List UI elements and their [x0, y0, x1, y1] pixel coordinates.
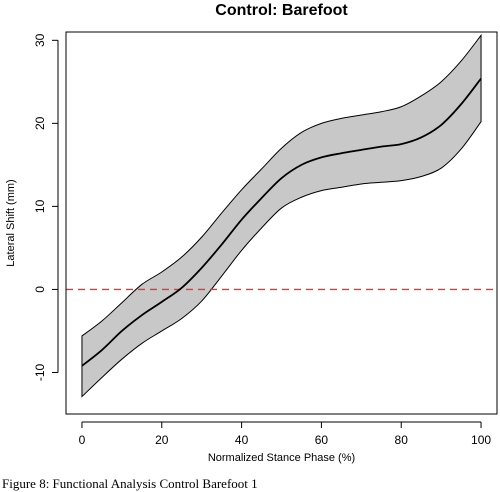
y-tick-label: -10	[33, 363, 47, 381]
y-tick-label: 30	[33, 33, 47, 47]
chart-title: Control: Barefoot	[215, 2, 348, 19]
x-tick-label: 80	[395, 433, 409, 447]
y-tick-label: 10	[33, 199, 47, 213]
confidence-band-layer	[81, 33, 482, 398]
mean-line	[81, 77, 482, 367]
x-axis: 0 20 40 60 80 100	[79, 421, 491, 447]
y-axis: -10 0 10 20 30	[33, 33, 59, 381]
confidence-band	[81, 33, 482, 398]
x-tick-label: 60	[315, 433, 329, 447]
x-axis-label: Normalized Stance Phase (%)	[208, 452, 355, 464]
y-tick-label: 0	[33, 286, 47, 293]
y-tick-label: 20	[33, 116, 47, 130]
figure-caption: Figure 8: Functional Analysis Control Ba…	[2, 476, 258, 491]
x-tick-label: 40	[235, 433, 249, 447]
x-tick-label: 100	[471, 433, 491, 447]
y-axis-label: Lateral Shift (mm)	[5, 179, 17, 266]
mean-line-layer	[81, 77, 482, 367]
x-tick-label: 0	[79, 433, 86, 447]
plot-frame	[65, 31, 498, 415]
x-tick-label: 20	[155, 433, 169, 447]
chart: 0 20 40 60 80 100 -10 0 10 20 30 Control: Barefoo…	[5, 2, 498, 464]
